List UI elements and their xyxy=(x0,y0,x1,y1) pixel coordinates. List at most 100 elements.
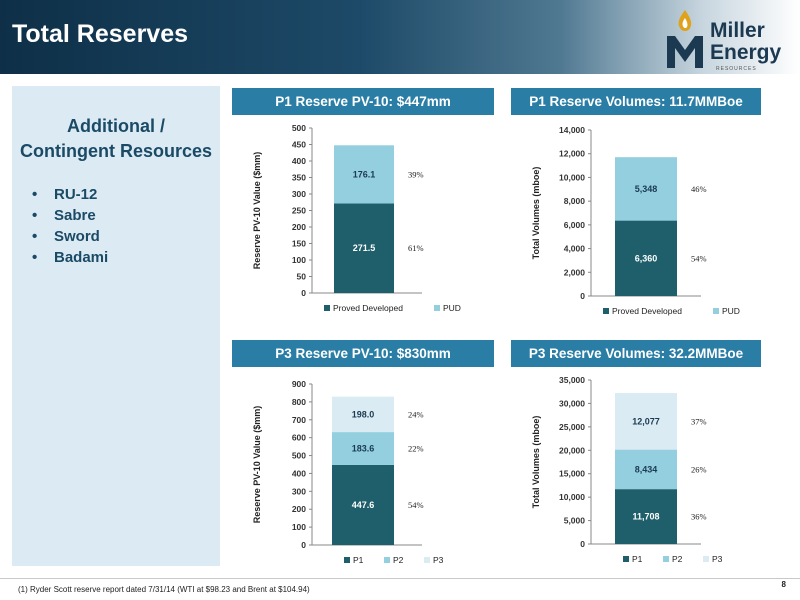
y-tick-label: 8,000 xyxy=(564,196,586,206)
chart1-title: P1 Reserve PV-10: $447mm xyxy=(232,88,494,115)
y-tick-label: 700 xyxy=(292,415,306,425)
bar-segment xyxy=(334,203,394,293)
data-label: 8,434 xyxy=(635,464,658,474)
legend-swatch xyxy=(703,556,709,562)
percent-label: 61% xyxy=(408,243,424,253)
panel-title: Additional / Contingent Resources xyxy=(12,114,220,164)
y-tick-label: 300 xyxy=(292,189,306,199)
bar-segment xyxy=(615,220,677,296)
data-label: 12,077 xyxy=(632,416,660,426)
percent-label: 39% xyxy=(408,169,424,179)
bar-segment xyxy=(334,145,394,204)
y-tick-label: 50 xyxy=(297,272,307,282)
bar-segment xyxy=(615,489,677,544)
footnote: (1) Ryder Scott reserve report dated 7/3… xyxy=(18,585,310,594)
legend-entry: P2 xyxy=(672,554,683,564)
panel-title-line2: Contingent Resources xyxy=(19,141,213,161)
percent-label: 24% xyxy=(408,409,424,419)
y-tick-label: 600 xyxy=(292,433,306,443)
percent-label: 54% xyxy=(691,253,707,263)
bar-segment xyxy=(332,396,394,433)
legend-entry: P3 xyxy=(433,555,444,565)
panel-title-line1: Additional / xyxy=(67,116,165,136)
p3-volumes-chart: Total Volumes (mboe) 0 5,000 10,000 15,000 20… xyxy=(531,375,723,564)
y-tick-label: 25,000 xyxy=(559,422,585,432)
y-tick-label: 500 xyxy=(292,123,306,133)
p1-volumes-chart: Total Volumes (mboe) 0 2,000 4,000 6,000 8,00… xyxy=(531,125,740,316)
legend-swatch xyxy=(623,556,629,562)
bar-segment xyxy=(332,464,394,545)
legend-swatch xyxy=(344,557,350,563)
page-number: 8 xyxy=(781,580,786,589)
y-tick-label: 20,000 xyxy=(559,445,585,455)
header-bar: Total Reserves xyxy=(0,0,800,74)
legend-entry: PUD xyxy=(443,303,461,313)
y-tick-label: 800 xyxy=(292,397,306,407)
logo-line2: Energy xyxy=(710,41,782,64)
y-tick-label: 14,000 xyxy=(559,125,585,135)
legend-swatch xyxy=(603,308,609,314)
page-title: Total Reserves xyxy=(12,20,189,48)
y-tick-label: 150 xyxy=(292,239,306,249)
chart3-title: P3 Reserve PV-10: $830mm xyxy=(232,340,494,367)
data-label: 6,360 xyxy=(635,253,658,263)
data-label: 11,708 xyxy=(632,512,659,522)
y-tick-label: 200 xyxy=(292,504,306,514)
y-tick-label: 10,000 xyxy=(559,492,585,502)
miller-energy-logo-icon xyxy=(667,10,703,68)
percent-label: 46% xyxy=(691,184,707,194)
bar-segment xyxy=(332,432,394,465)
legend-entry: P2 xyxy=(393,555,404,565)
bar-segment xyxy=(615,393,677,450)
y-tick-label: 0 xyxy=(580,539,585,549)
percent-label: 22% xyxy=(408,444,424,454)
y-axis-label: Reserve PV-10 Value ($mm) xyxy=(252,406,262,524)
y-tick-label: 100 xyxy=(292,255,306,265)
resource-list: RU-12 Sabre Sword Badami xyxy=(32,184,108,268)
percent-label: 26% xyxy=(691,464,707,474)
bar-segment xyxy=(615,157,677,221)
y-tick-label: 0 xyxy=(301,288,306,298)
legend-entry: P1 xyxy=(632,554,643,564)
footer-divider xyxy=(0,578,800,579)
logo-line1: Miller xyxy=(710,19,765,42)
y-tick-label: 35,000 xyxy=(559,375,585,385)
p3-pv10-chart: Reserve PV-10 Value ($mm) 0 100 200 300 400 50… xyxy=(252,379,444,565)
legend-swatch xyxy=(324,305,330,311)
percent-label: 36% xyxy=(691,512,707,522)
bar-segment xyxy=(615,449,677,490)
y-tick-label: 300 xyxy=(292,486,306,496)
legend-swatch xyxy=(713,308,719,314)
chart2-title: P1 Reserve Volumes: 11.7MMBoe xyxy=(511,88,761,115)
y-tick-label: 2,000 xyxy=(564,267,586,277)
y-tick-label: 350 xyxy=(292,173,306,183)
y-tick-label: 450 xyxy=(292,140,306,150)
legend-entry: Proved Developed xyxy=(612,306,682,316)
y-axis-label: Reserve PV-10 Value ($mm) xyxy=(252,152,262,270)
percent-label: 54% xyxy=(408,500,424,510)
y-tick-label: 5,000 xyxy=(564,516,586,526)
chart4-title: P3 Reserve Volumes: 32.2MMBoe xyxy=(511,340,761,367)
legend-swatch xyxy=(384,557,390,563)
list-item: RU-12 xyxy=(32,184,108,205)
legend-swatch xyxy=(663,556,669,562)
y-tick-label: 200 xyxy=(292,222,306,232)
data-label: 5,348 xyxy=(635,184,658,194)
legend-swatch xyxy=(434,305,440,311)
percent-label: 37% xyxy=(691,416,707,426)
y-tick-label: 0 xyxy=(580,291,585,301)
list-item: Badami xyxy=(32,247,108,268)
p1-pv10-chart: Reserve PV-10 Value ($mm) 0 50 100 150 200 250… xyxy=(252,123,461,313)
y-tick-label: 12,000 xyxy=(559,149,585,159)
contingent-resources-panel: Additional / Contingent Resources RU-12 … xyxy=(12,86,220,566)
logo-sub: RESOURCES xyxy=(716,66,757,72)
data-label: 271.5 xyxy=(353,243,376,253)
y-tick-label: 6,000 xyxy=(564,220,586,230)
y-tick-label: 400 xyxy=(292,156,306,166)
legend-entry: P1 xyxy=(353,555,364,565)
data-label: 447.6 xyxy=(352,500,375,510)
y-tick-label: 500 xyxy=(292,451,306,461)
y-tick-label: 900 xyxy=(292,379,306,389)
data-label: 183.6 xyxy=(352,444,375,454)
legend-entry: Proved Developed xyxy=(333,303,403,313)
